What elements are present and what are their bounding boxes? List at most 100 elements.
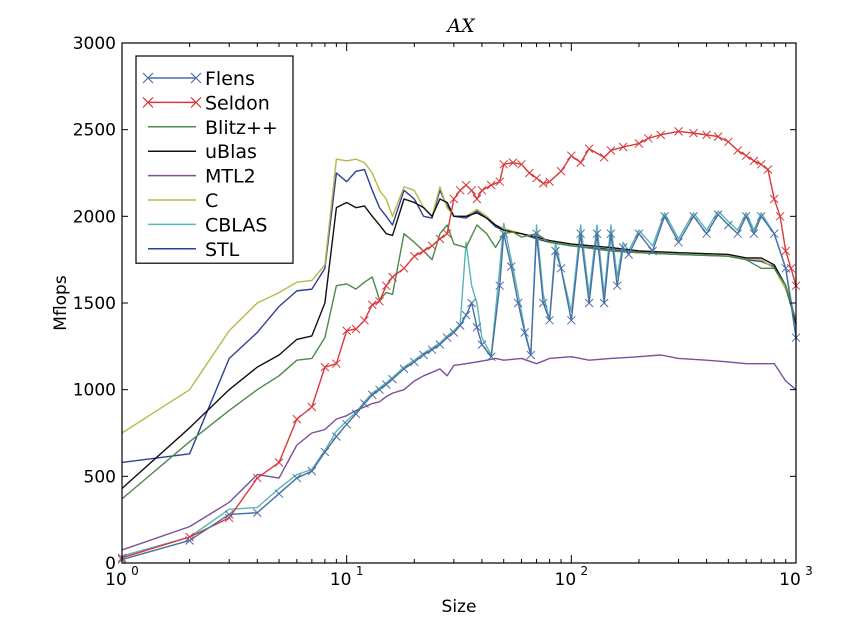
data-point-seldon [517,159,526,169]
data-point-seldon [618,142,628,152]
data-point-flens [499,229,509,239]
data-point-seldon [756,159,766,169]
legend-label: STL [205,239,240,261]
legend-item-flens: Flens [142,68,255,90]
data-point-seldon [584,144,594,154]
data-point-seldon [775,211,785,221]
data-point-flens [477,340,487,349]
data-point-seldon [472,194,482,204]
data-point-flens [545,315,554,325]
data-point-seldon [435,234,445,244]
x-tick-label-exponent: 3 [805,564,813,578]
x-tick-label: 10 [779,570,801,590]
data-point-flens [689,211,698,221]
legend-label: Seldon [205,92,270,114]
data-point-seldon [733,146,743,155]
data-point-seldon [524,168,534,178]
data-point-seldon [702,130,711,140]
data-point-flens [618,243,628,252]
series-layer [117,127,801,564]
data-point-seldon [643,133,653,143]
data-point-seldon [556,166,566,176]
y-tick-label: 500 [84,467,116,487]
data-point-seldon [538,179,548,188]
data-point-flens [388,374,397,384]
data-point-seldon [367,300,377,310]
data-point-flens [724,220,733,230]
data-point-flens [660,211,669,221]
data-point-flens [342,419,352,429]
data-point-flens [461,310,471,320]
data-point-seldon [486,180,496,190]
data-point-flens [556,263,566,273]
legend-item-seldon: Seldon [142,92,270,114]
data-point-flens [472,322,482,332]
x-tick-label-exponent: 2 [581,564,589,578]
x-axis-label: Size [442,597,477,617]
series-flens [117,210,801,564]
data-point-flens [612,281,622,291]
data-point-seldon [381,281,391,291]
data-point-flens [606,229,616,239]
x-tick-label: 10 [330,570,352,590]
data-point-flens [551,246,560,256]
data-point-flens [185,536,194,545]
series-seldon [117,127,801,563]
legend-label: MTL2 [205,166,256,188]
y-tick-label: 0 [105,554,116,574]
data-point-flens [624,250,634,259]
data-point-seldon [224,513,234,523]
data-point-flens [576,229,585,239]
data-point-flens [741,211,751,221]
x-tick-label: 10 [105,570,127,590]
data-point-flens [749,229,759,239]
data-point-seldon [185,532,194,542]
data-point-seldon [634,139,644,148]
data-point-seldon [360,315,369,325]
data-point-flens [435,340,445,349]
legend-marker [190,96,202,108]
series-cblas [121,210,797,557]
series-mtl2 [121,354,797,551]
data-point-seldon [449,194,459,204]
data-point-flens [756,211,766,221]
data-point-flens [495,281,505,291]
data-point-flens [419,350,428,360]
data-point-flens [427,345,437,355]
data-point-flens [599,298,609,308]
data-point-flens [592,229,602,239]
data-point-seldon [599,153,609,162]
data-point-flens [506,262,516,271]
data-point-flens [486,352,496,362]
data-point-flens [733,229,743,239]
legend-frame [135,55,294,264]
data-point-seldon [419,246,428,256]
data-point-seldon [495,177,505,187]
y-tick-label: 2500 [73,121,116,141]
data-point-seldon [724,137,733,147]
data-point-seldon [566,151,576,161]
legend-marker [142,96,154,108]
data-point-flens [307,466,317,476]
data-point-seldon [499,159,509,169]
data-point-seldon [455,185,465,195]
data-point-flens [713,210,723,219]
data-point-flens [351,409,361,419]
data-point-seldon [409,251,419,261]
legend-item-ublas: uBlas [148,141,257,163]
data-point-seldon [252,473,262,483]
data-point-seldon [477,185,487,195]
data-point-seldon [388,272,397,282]
data-point-seldon [763,165,773,174]
legend-label: Blitz++ [205,117,278,139]
data-point-seldon [769,194,779,204]
data-point-seldon [427,241,437,251]
data-point-seldon [713,132,723,141]
data-point-flens [332,432,341,441]
data-point-seldon [342,326,352,336]
x-tick-label-exponent: 0 [131,564,139,578]
data-point-seldon [545,177,554,187]
legend-marker [190,72,202,84]
data-point-flens [224,510,234,519]
